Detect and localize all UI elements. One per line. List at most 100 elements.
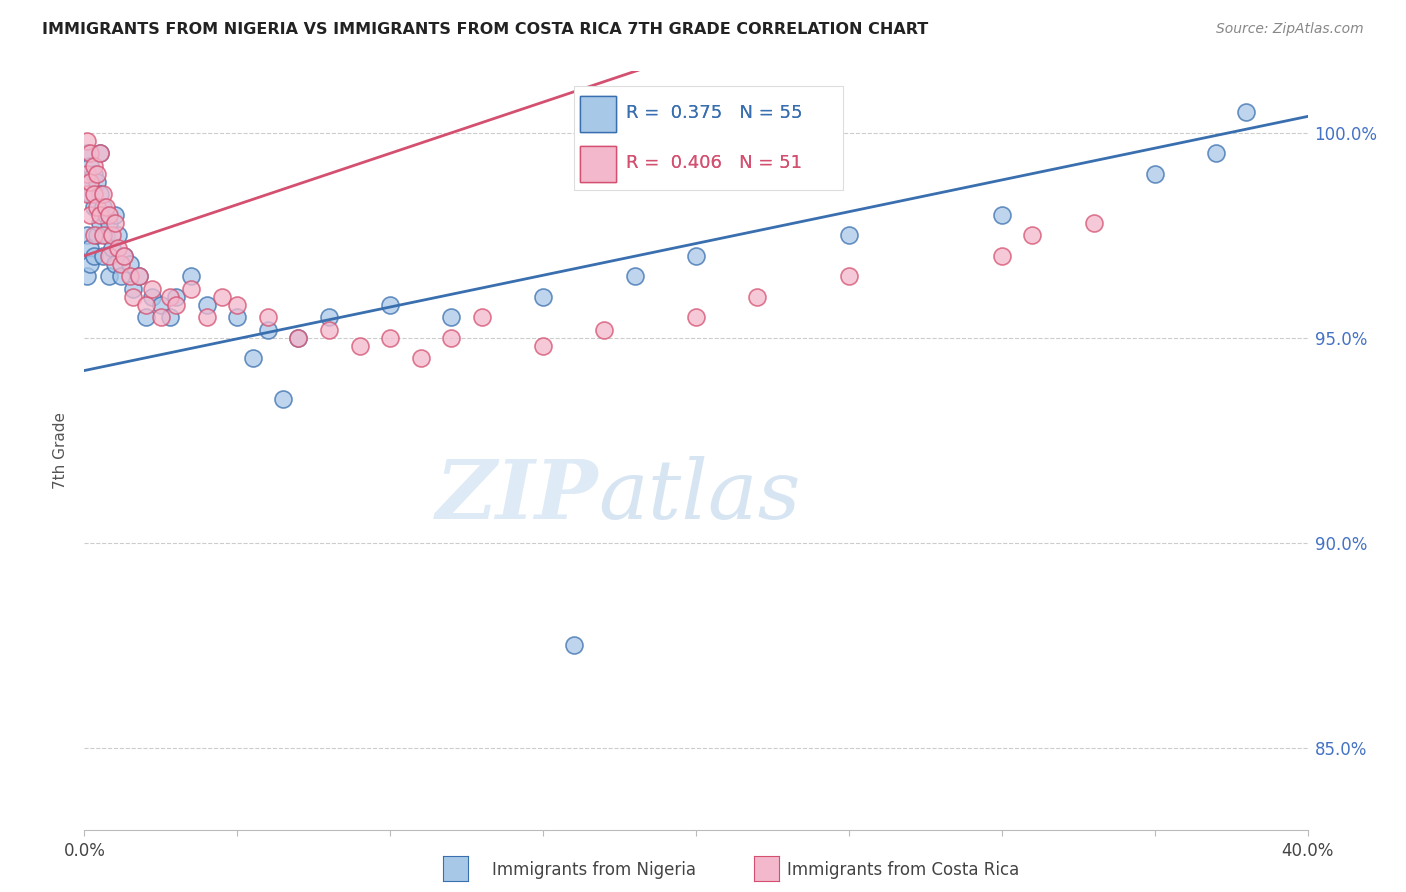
Point xyxy=(104,208,127,222)
Point xyxy=(83,228,105,243)
Point xyxy=(165,290,187,304)
Point xyxy=(76,175,98,189)
Point xyxy=(380,298,402,312)
Text: Immigrants from Costa Rica: Immigrants from Costa Rica xyxy=(787,861,1019,879)
Point xyxy=(79,146,101,161)
Point xyxy=(195,298,218,312)
Text: ZIP: ZIP xyxy=(436,456,598,536)
Point xyxy=(287,331,309,345)
Point xyxy=(97,269,120,284)
Point xyxy=(94,228,117,243)
Point xyxy=(86,167,108,181)
Point xyxy=(120,269,142,284)
Point xyxy=(112,249,135,263)
Point xyxy=(471,310,494,325)
Point xyxy=(79,257,101,271)
Point xyxy=(380,331,402,345)
Point xyxy=(79,208,101,222)
Point xyxy=(83,159,105,173)
Text: R =  0.375   N = 55: R = 0.375 N = 55 xyxy=(626,103,803,122)
Point xyxy=(86,200,108,214)
Point xyxy=(685,249,707,263)
Point xyxy=(128,269,150,284)
Text: R =  0.375   N = 55: R = 0.375 N = 55 xyxy=(626,103,803,122)
Point xyxy=(79,175,101,189)
Point xyxy=(349,339,371,353)
Point xyxy=(97,249,120,263)
Point xyxy=(128,269,150,284)
Point xyxy=(747,290,769,304)
Point xyxy=(531,339,554,353)
Point xyxy=(91,228,114,243)
Y-axis label: 7th Grade: 7th Grade xyxy=(53,412,69,489)
Point xyxy=(271,392,294,407)
Point xyxy=(624,269,647,284)
Point xyxy=(257,322,280,336)
Point xyxy=(89,187,111,202)
Point xyxy=(107,241,129,255)
Point xyxy=(318,322,340,336)
Point xyxy=(135,298,157,312)
Point xyxy=(135,310,157,325)
Text: R =  0.406   N = 51: R = 0.406 N = 51 xyxy=(626,154,801,172)
Text: Source: ZipAtlas.com: Source: ZipAtlas.com xyxy=(1216,22,1364,37)
Point xyxy=(141,290,163,304)
Point xyxy=(1083,216,1105,230)
Point xyxy=(159,310,181,325)
Point xyxy=(180,282,202,296)
Point xyxy=(97,208,120,222)
Point xyxy=(86,175,108,189)
Point xyxy=(440,331,463,345)
Point xyxy=(110,269,132,284)
Point xyxy=(97,216,120,230)
Point xyxy=(318,310,340,325)
Point xyxy=(159,290,181,304)
Point xyxy=(211,290,233,304)
Point xyxy=(242,351,264,366)
Point xyxy=(991,249,1014,263)
Point xyxy=(180,269,202,284)
Point xyxy=(440,310,463,325)
Point xyxy=(86,228,108,243)
Point xyxy=(1021,228,1043,243)
FancyBboxPatch shape xyxy=(579,96,616,132)
Point xyxy=(91,187,114,202)
Point xyxy=(79,241,101,255)
Point xyxy=(409,351,432,366)
Point xyxy=(226,310,249,325)
Point xyxy=(991,208,1014,222)
Point xyxy=(83,200,105,214)
Point xyxy=(107,228,129,243)
Point xyxy=(79,187,101,202)
Point xyxy=(83,167,105,181)
Point xyxy=(1143,167,1166,181)
Point xyxy=(120,257,142,271)
FancyBboxPatch shape xyxy=(574,86,842,190)
Point xyxy=(94,208,117,222)
Point xyxy=(94,200,117,214)
Point xyxy=(562,638,585,652)
Point xyxy=(76,228,98,243)
Point xyxy=(1236,105,1258,120)
Point xyxy=(531,290,554,304)
Text: Immigrants from Nigeria: Immigrants from Nigeria xyxy=(492,861,696,879)
Point xyxy=(838,269,860,284)
Point xyxy=(76,269,98,284)
Point xyxy=(89,146,111,161)
Point xyxy=(76,187,98,202)
Point xyxy=(76,146,98,161)
Point xyxy=(89,208,111,222)
Point xyxy=(257,310,280,325)
Point xyxy=(838,228,860,243)
Point xyxy=(165,298,187,312)
Point xyxy=(101,228,124,243)
Point xyxy=(149,310,172,325)
Point xyxy=(195,310,218,325)
Point xyxy=(122,282,145,296)
Point xyxy=(112,249,135,263)
Point xyxy=(141,282,163,296)
Point xyxy=(76,134,98,148)
Point xyxy=(104,216,127,230)
Point xyxy=(101,241,124,255)
Point xyxy=(110,257,132,271)
